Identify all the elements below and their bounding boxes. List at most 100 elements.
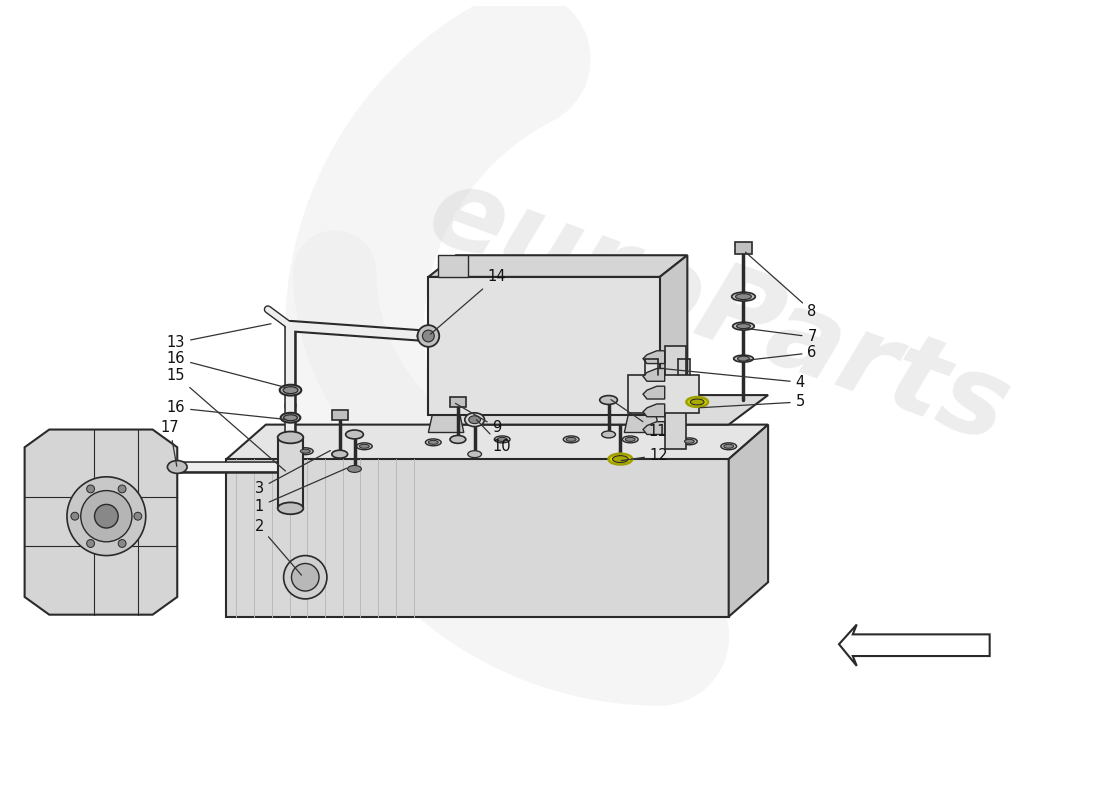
Circle shape xyxy=(67,477,145,555)
Circle shape xyxy=(95,504,118,528)
Circle shape xyxy=(422,330,435,342)
Ellipse shape xyxy=(733,322,755,330)
Polygon shape xyxy=(428,414,464,433)
Ellipse shape xyxy=(348,466,362,472)
Circle shape xyxy=(87,539,95,547)
Ellipse shape xyxy=(277,431,304,443)
Text: 16: 16 xyxy=(166,400,286,419)
Text: 4: 4 xyxy=(664,369,805,390)
Ellipse shape xyxy=(720,443,737,450)
Polygon shape xyxy=(644,369,664,382)
Polygon shape xyxy=(839,625,990,666)
Polygon shape xyxy=(644,386,664,399)
Bar xyxy=(735,242,752,254)
Circle shape xyxy=(87,485,95,493)
Ellipse shape xyxy=(418,328,439,344)
Bar xyxy=(277,438,304,508)
Text: 17: 17 xyxy=(161,420,179,466)
Ellipse shape xyxy=(356,443,372,450)
Ellipse shape xyxy=(465,413,484,426)
Ellipse shape xyxy=(280,413,300,422)
Polygon shape xyxy=(644,404,664,417)
Circle shape xyxy=(134,512,142,520)
Ellipse shape xyxy=(167,461,187,474)
Ellipse shape xyxy=(684,439,694,443)
Text: 11: 11 xyxy=(610,400,667,439)
Text: a passion since 1985: a passion since 1985 xyxy=(418,499,705,616)
Ellipse shape xyxy=(494,436,510,443)
Ellipse shape xyxy=(734,355,754,362)
Circle shape xyxy=(284,555,327,599)
Ellipse shape xyxy=(283,386,298,394)
Ellipse shape xyxy=(284,414,297,421)
Text: 9: 9 xyxy=(455,403,502,435)
Ellipse shape xyxy=(345,430,363,439)
Ellipse shape xyxy=(360,444,370,448)
Bar xyxy=(428,277,660,414)
Bar xyxy=(450,397,465,407)
Ellipse shape xyxy=(608,454,632,465)
Text: 6: 6 xyxy=(746,346,816,360)
Polygon shape xyxy=(227,425,768,459)
Ellipse shape xyxy=(279,385,301,395)
Ellipse shape xyxy=(469,416,481,424)
Polygon shape xyxy=(644,422,664,434)
Polygon shape xyxy=(428,255,688,277)
Text: 14: 14 xyxy=(430,270,506,334)
Text: euroParts: euroParts xyxy=(415,157,1023,466)
Circle shape xyxy=(292,563,319,591)
Bar xyxy=(628,375,700,413)
Text: 2: 2 xyxy=(254,518,301,575)
Circle shape xyxy=(118,485,127,493)
Ellipse shape xyxy=(297,448,313,454)
Ellipse shape xyxy=(450,435,465,443)
Ellipse shape xyxy=(426,439,441,446)
Polygon shape xyxy=(227,459,728,617)
Ellipse shape xyxy=(566,438,576,442)
Circle shape xyxy=(70,512,79,520)
Ellipse shape xyxy=(422,331,435,341)
Ellipse shape xyxy=(300,450,310,453)
Ellipse shape xyxy=(468,450,482,458)
Bar xyxy=(332,410,348,420)
Ellipse shape xyxy=(732,292,756,301)
Ellipse shape xyxy=(625,438,635,442)
Text: 7: 7 xyxy=(746,329,817,345)
Circle shape xyxy=(118,539,127,547)
Ellipse shape xyxy=(737,324,750,329)
Polygon shape xyxy=(660,255,688,414)
Text: 16: 16 xyxy=(166,351,286,387)
Polygon shape xyxy=(728,425,768,617)
Ellipse shape xyxy=(691,399,704,405)
Bar xyxy=(438,255,468,277)
Polygon shape xyxy=(433,395,768,425)
Ellipse shape xyxy=(277,502,304,514)
Ellipse shape xyxy=(497,438,507,442)
Ellipse shape xyxy=(563,436,579,443)
Text: 8: 8 xyxy=(746,252,816,319)
Ellipse shape xyxy=(736,294,751,299)
Ellipse shape xyxy=(681,438,697,445)
Ellipse shape xyxy=(738,356,749,361)
Ellipse shape xyxy=(613,456,628,462)
Polygon shape xyxy=(24,430,177,614)
Circle shape xyxy=(80,490,132,542)
Text: 13: 13 xyxy=(167,324,271,350)
Text: 5: 5 xyxy=(700,394,805,410)
Text: 15: 15 xyxy=(166,368,286,471)
Ellipse shape xyxy=(686,397,708,407)
Text: 10: 10 xyxy=(476,420,512,454)
Text: 1: 1 xyxy=(255,468,346,514)
Circle shape xyxy=(418,325,439,347)
Ellipse shape xyxy=(428,440,438,444)
Text: 12: 12 xyxy=(621,448,669,462)
Ellipse shape xyxy=(724,444,734,448)
Ellipse shape xyxy=(600,395,617,405)
Bar xyxy=(664,346,686,450)
Polygon shape xyxy=(625,414,660,433)
Ellipse shape xyxy=(332,450,348,458)
Ellipse shape xyxy=(602,431,616,438)
Polygon shape xyxy=(644,350,664,363)
Text: 3: 3 xyxy=(255,450,330,496)
Ellipse shape xyxy=(623,436,638,443)
